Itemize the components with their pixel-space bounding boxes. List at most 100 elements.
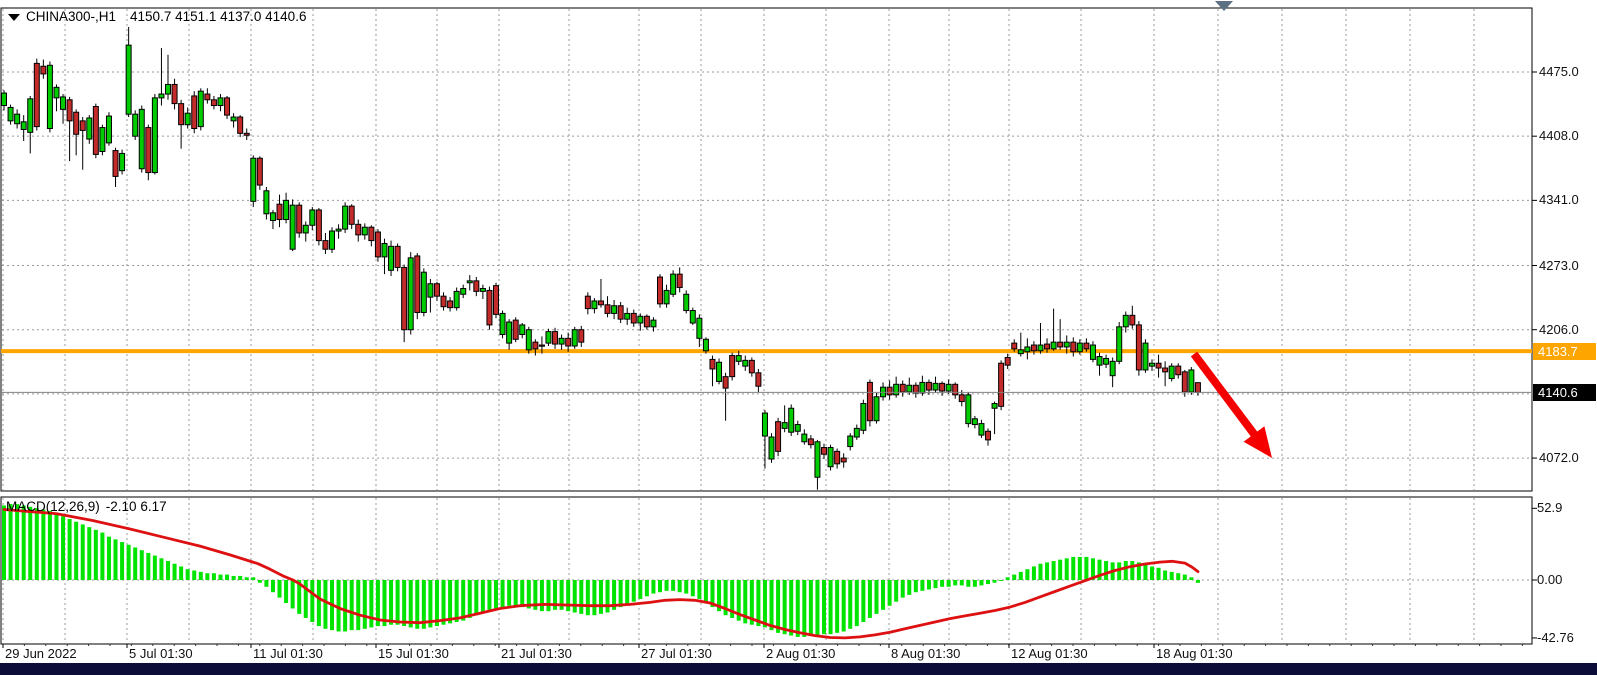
macd-histogram-bar	[972, 580, 977, 587]
candle-bull	[7, 106, 14, 122]
macd-histogram-bar	[500, 580, 505, 608]
macd-histogram-bar	[126, 544, 131, 580]
candle-bull	[466, 280, 473, 284]
macd-axis-label: 52.9	[1537, 500, 1563, 516]
time-axis-label: 18 Aug 01:30	[1156, 646, 1233, 661]
candle-bear	[532, 341, 539, 350]
candle-bear	[256, 157, 263, 186]
macd-histogram-bar	[349, 580, 354, 631]
macd-histogram-bar	[152, 555, 157, 580]
macd-histogram-bar	[139, 550, 144, 580]
macd-histogram-bar	[697, 580, 702, 599]
candle-bull	[20, 121, 27, 130]
candle-bull	[827, 447, 834, 468]
candle-bear	[866, 381, 873, 422]
candle-bull	[735, 355, 742, 362]
candle-bull	[519, 324, 526, 335]
bottom-status-bar	[0, 663, 1597, 675]
macd-histogram-bar	[736, 580, 741, 621]
macd-histogram-bar	[671, 580, 676, 591]
candle-bull	[479, 288, 486, 292]
macd-histogram-bar	[762, 580, 767, 628]
candle-bull	[184, 112, 191, 126]
macd-histogram-bar	[926, 580, 931, 590]
candle-bear	[821, 447, 827, 455]
macd-histogram-bar	[1084, 556, 1089, 580]
candle-bear	[1083, 342, 1090, 350]
candle-bull	[263, 190, 270, 215]
macd-histogram-bar	[638, 580, 643, 599]
macd-histogram-bar	[802, 580, 807, 637]
candle-bear	[1011, 342, 1018, 350]
candle-bear	[565, 337, 572, 347]
candle-bull	[788, 407, 795, 433]
time-axis-label: 15 Jul 01:30	[378, 646, 449, 661]
candle-bull	[893, 383, 900, 396]
macd-histogram-bar	[933, 580, 938, 589]
macd-histogram-bar	[743, 580, 748, 624]
macd-histogram-bar	[290, 580, 295, 609]
candle-bull	[814, 441, 821, 478]
macd-histogram-bar	[80, 524, 85, 580]
candle-bull	[1024, 346, 1031, 353]
macd-histogram-bar	[323, 580, 328, 629]
candle-bull	[1017, 349, 1024, 355]
macd-histogram-bar	[21, 505, 26, 580]
candle-bull	[329, 230, 335, 250]
hline-price-text: 4183.7	[1538, 343, 1578, 359]
macd-histogram-bar	[579, 580, 584, 614]
candle-bear	[1135, 324, 1142, 371]
candle-bear	[178, 103, 185, 126]
macd-histogram-bar	[487, 580, 492, 610]
candle-bull	[650, 319, 657, 328]
candle-bull	[965, 394, 972, 425]
macd-histogram-bar	[185, 569, 190, 580]
candle-bull	[637, 315, 644, 324]
candle-bull	[781, 422, 788, 429]
candle-bull	[1149, 362, 1155, 367]
candle-bull	[250, 157, 257, 202]
macd-histogram-bar	[1156, 567, 1161, 580]
candle-bull	[217, 97, 224, 107]
candle-bull	[407, 257, 414, 331]
bid-price-text: 4140.6	[1538, 384, 1578, 400]
candle-bear	[925, 381, 932, 391]
candle-bull	[742, 359, 749, 367]
macd-histogram-bar	[553, 580, 558, 610]
macd-histogram-bar	[454, 580, 459, 623]
candle-bear	[224, 97, 231, 116]
symbol-dropdown-icon[interactable]	[8, 14, 20, 21]
candle-bear	[486, 289, 493, 326]
price-panel[interactable]	[0, 7, 1533, 492]
down-arrow-shaft	[1190, 351, 1260, 440]
candle-bull	[919, 381, 926, 394]
candle-bear	[40, 65, 47, 75]
scroll-to-end-marker-icon[interactable]	[1215, 1, 1233, 11]
candle-bull	[138, 108, 145, 170]
candle-bear	[722, 376, 729, 389]
macd-histogram-bar	[559, 580, 564, 610]
candle-bull	[1076, 342, 1083, 353]
macd-histogram-bar	[953, 580, 958, 586]
macd-histogram-bar	[474, 580, 479, 616]
candle-bear	[729, 355, 736, 378]
candle-bull	[420, 271, 427, 313]
candle-bear	[1194, 382, 1201, 393]
candle-bull	[197, 90, 204, 128]
macd-histogram-bar	[546, 580, 551, 612]
candle-bull	[14, 113, 21, 125]
macd-histogram-bar	[205, 573, 210, 580]
candle-bear	[840, 457, 847, 463]
candle-bull	[427, 283, 434, 298]
price-axis-label: 4341.0	[1539, 192, 1579, 208]
candle-bear	[748, 359, 755, 374]
candle-bear	[912, 384, 919, 394]
macd-histogram-bar	[1012, 574, 1017, 580]
candle-bear	[1070, 341, 1077, 353]
candle-bear	[899, 383, 906, 393]
candle-bull	[361, 226, 368, 236]
macd-histogram-bar	[238, 575, 243, 580]
macd-histogram-bar	[828, 580, 833, 635]
candle-bull	[1122, 314, 1129, 328]
